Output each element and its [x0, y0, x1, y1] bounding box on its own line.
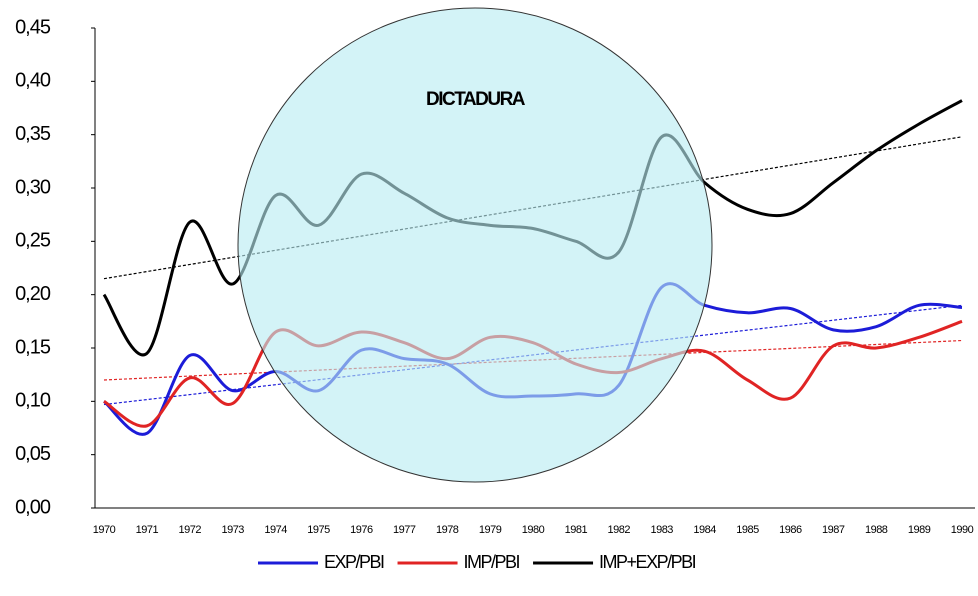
x-tick-label: 1977 [393, 524, 416, 536]
trend-line [103, 339, 963, 381]
y-tick-label: 0,25 [15, 230, 51, 252]
x-tick-label: 1970 [93, 524, 116, 536]
legend-label: IMP+EXP/PBI [599, 552, 696, 572]
y-tick-label: 0,45 [15, 16, 51, 38]
x-tick-label: 1983 [650, 524, 673, 536]
x-tick-label: 1985 [736, 524, 759, 536]
x-tick-label: 1971 [136, 524, 159, 536]
x-tick-label: 1990 [951, 524, 974, 536]
x-tick-label: 1972 [179, 524, 202, 536]
y-tick-label: 0,20 [15, 283, 51, 305]
x-tick-label: 1986 [779, 524, 802, 536]
y-tick-label: 0,35 [15, 123, 51, 145]
annotation-circle [237, 7, 713, 483]
x-tick-label: 1975 [307, 524, 330, 536]
annotation-label: DICTADURA [426, 89, 526, 110]
x-tick-label: 1987 [822, 524, 845, 536]
x-tick-label: 1976 [350, 524, 373, 536]
x-tick-label: 1978 [436, 524, 459, 536]
y-tick-label: 0,00 [15, 496, 51, 518]
x-tick-label: 1980 [522, 524, 545, 536]
x-tick-label: 1979 [479, 524, 502, 536]
x-tick-label: 1981 [565, 524, 588, 536]
x-tick-label: 1973 [221, 524, 244, 536]
x-tick-label: 1989 [908, 524, 931, 536]
y-tick-label: 0,05 [15, 443, 51, 465]
x-tick-label: 1982 [608, 524, 631, 536]
y-tick-label: 0,30 [15, 176, 51, 198]
y-tick-label: 0,15 [15, 336, 51, 358]
x-tick-label: 1984 [693, 524, 716, 536]
legend-label: EXP/PBI [324, 552, 384, 572]
x-tick-label: 1988 [865, 524, 888, 536]
x-tick-label: 1974 [264, 524, 287, 536]
legend-label: IMP/PBI [464, 552, 520, 572]
y-tick-label: 0,40 [15, 70, 51, 92]
y-tick-label: 0,10 [15, 390, 51, 412]
